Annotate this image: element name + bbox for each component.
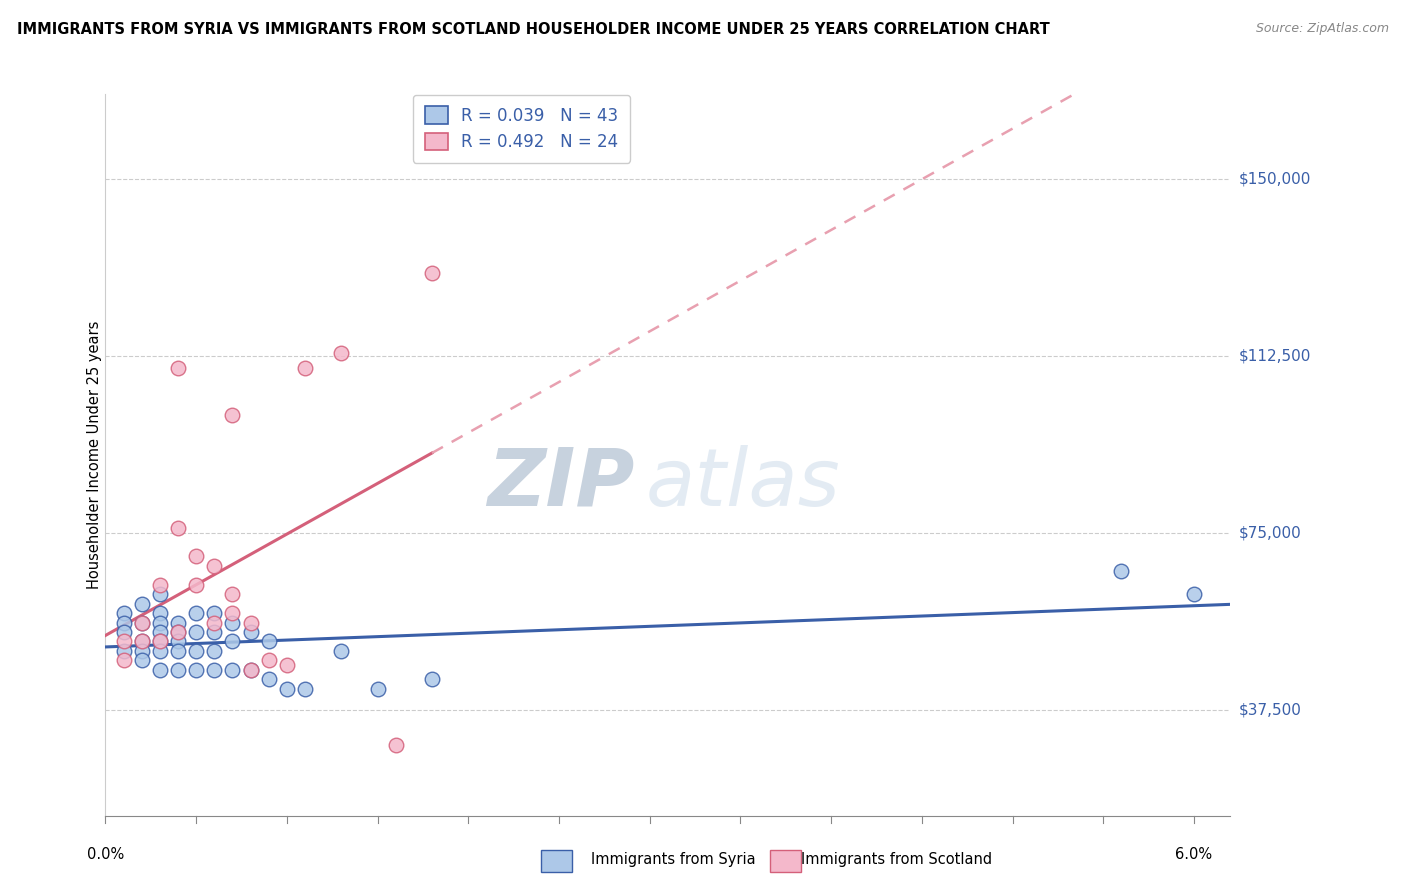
Point — [202, 615, 225, 630]
Point — [149, 634, 172, 648]
Point — [420, 672, 443, 686]
Text: 6.0%: 6.0% — [1175, 847, 1212, 862]
Point — [186, 549, 208, 564]
Point — [1111, 564, 1133, 578]
Point — [167, 521, 190, 535]
Point — [294, 360, 316, 375]
Point — [202, 644, 225, 658]
Point — [239, 615, 262, 630]
Point — [221, 634, 243, 648]
Point — [202, 663, 225, 677]
Point — [149, 587, 172, 601]
Point — [186, 644, 208, 658]
Point — [257, 634, 280, 648]
Text: Immigrants from Syria: Immigrants from Syria — [591, 852, 755, 867]
Point — [330, 346, 353, 360]
Text: IMMIGRANTS FROM SYRIA VS IMMIGRANTS FROM SCOTLAND HOUSEHOLDER INCOME UNDER 25 YE: IMMIGRANTS FROM SYRIA VS IMMIGRANTS FROM… — [17, 22, 1050, 37]
Point — [1182, 587, 1205, 601]
Point — [112, 644, 135, 658]
Point — [167, 644, 190, 658]
Point — [167, 625, 190, 640]
Point — [239, 663, 262, 677]
Point — [186, 578, 208, 592]
Point — [131, 634, 153, 648]
Text: $150,000: $150,000 — [1239, 171, 1310, 186]
Point — [149, 634, 172, 648]
Point — [239, 625, 262, 640]
Point — [149, 625, 172, 640]
Point — [330, 644, 353, 658]
Text: $112,500: $112,500 — [1239, 348, 1310, 363]
Point — [257, 672, 280, 686]
Point — [186, 625, 208, 640]
Point — [149, 578, 172, 592]
Point — [167, 615, 190, 630]
Text: Immigrants from Scotland: Immigrants from Scotland — [801, 852, 993, 867]
Point — [149, 663, 172, 677]
Point — [167, 360, 190, 375]
Text: ZIP: ZIP — [486, 445, 634, 523]
Point — [202, 625, 225, 640]
Point — [294, 681, 316, 696]
Point — [221, 663, 243, 677]
Point — [221, 615, 243, 630]
Text: 0.0%: 0.0% — [87, 847, 124, 862]
Point — [167, 625, 190, 640]
Point — [131, 615, 153, 630]
Point — [221, 587, 243, 601]
Point — [112, 625, 135, 640]
Point — [131, 615, 153, 630]
Point — [221, 606, 243, 620]
Legend: R = 0.039   N = 43, R = 0.492   N = 24: R = 0.039 N = 43, R = 0.492 N = 24 — [413, 95, 630, 162]
Y-axis label: Householder Income Under 25 years: Householder Income Under 25 years — [87, 321, 101, 589]
Point — [131, 597, 153, 611]
Point — [131, 634, 153, 648]
Point — [384, 739, 406, 753]
Point — [221, 408, 243, 422]
Point — [112, 615, 135, 630]
Point — [239, 663, 262, 677]
Point — [131, 644, 153, 658]
Text: atlas: atlas — [645, 445, 841, 523]
Text: $75,000: $75,000 — [1239, 525, 1302, 541]
Point — [112, 653, 135, 667]
Point — [112, 606, 135, 620]
Point — [257, 653, 280, 667]
Point — [112, 634, 135, 648]
Point — [420, 266, 443, 280]
Point — [167, 663, 190, 677]
Point — [167, 634, 190, 648]
Point — [149, 615, 172, 630]
Point — [276, 658, 298, 673]
Text: $37,500: $37,500 — [1239, 702, 1302, 717]
Point — [149, 606, 172, 620]
Point — [149, 644, 172, 658]
Point — [276, 681, 298, 696]
Point — [202, 606, 225, 620]
Text: Source: ZipAtlas.com: Source: ZipAtlas.com — [1256, 22, 1389, 36]
Point — [367, 681, 389, 696]
Point — [186, 663, 208, 677]
Point — [202, 558, 225, 573]
Point — [131, 653, 153, 667]
Point — [186, 606, 208, 620]
